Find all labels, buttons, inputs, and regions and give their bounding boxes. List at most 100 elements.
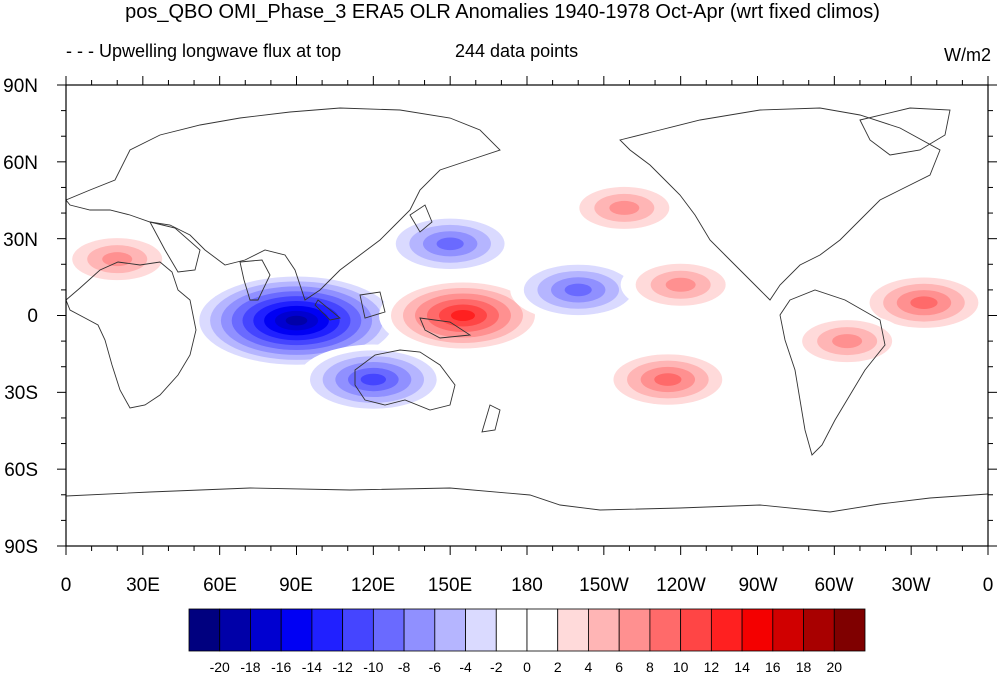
colorbar-level: 18 (796, 659, 812, 675)
lat-label: 90S (4, 537, 38, 558)
colorbar-swatch (649, 608, 682, 652)
anomaly-contour (360, 373, 387, 386)
colorbar-swatch (710, 608, 743, 652)
lon-label: 0 (983, 575, 994, 596)
coastline-north-america (619, 107, 941, 301)
lon-label: 90E (279, 575, 313, 596)
lon-label: 150W (579, 575, 629, 596)
anomaly-field (66, 179, 988, 415)
colorbar-swatch (250, 608, 282, 652)
lat-label: 90N (3, 76, 38, 97)
colorbar-swatch (280, 608, 313, 652)
anomaly-contour (654, 373, 682, 386)
coastline-new-zealand (481, 404, 501, 433)
lon-label: 90W (738, 575, 777, 596)
colorbar-level: -4 (459, 659, 472, 675)
colorbar-swatch (833, 608, 866, 652)
anomaly-contour (910, 296, 938, 309)
colorbar-level: 20 (826, 659, 842, 675)
colorbar-level: -12 (333, 659, 353, 675)
coastline-sumatra (314, 299, 342, 321)
coastline-antarctica (66, 487, 988, 513)
colorbar (188, 608, 866, 652)
colorbar-labels: -20 -18 -16 -14 -12 -10 -8 -6 -4 -2 0 2 4 6 8 10 12 14 16 1… (210, 659, 843, 675)
colorbar-level: 4 (585, 659, 593, 675)
lon-label: 30E (126, 575, 160, 596)
colorbar-swatch (803, 608, 835, 652)
colorbar-level: 10 (673, 659, 689, 675)
lon-label: 150E (428, 575, 472, 596)
coastline-new-guinea (419, 317, 472, 339)
colorbar-level: 6 (615, 659, 623, 675)
map-title: pos_QBO OMI_Phase_3 ERA5 OLR Anomalies 1… (125, 1, 880, 23)
coastlines (66, 107, 988, 513)
longitude-labels: 0 30E 60E 90E 120E 150E 180 150W 120W 90… (61, 575, 994, 596)
coastline-arabia (149, 221, 201, 273)
anomaly-contour (450, 310, 475, 321)
colorbar-swatch (403, 608, 436, 652)
colorbar-swatch (526, 608, 559, 652)
colorbar-swatch (311, 608, 344, 652)
coastline-eurasia (66, 107, 501, 301)
lon-label: 0 (61, 575, 72, 596)
colorbar-swatch (680, 608, 712, 652)
variable-description: - - - Upwelling longwave flux at top (66, 41, 342, 61)
lon-label: 180 (511, 575, 543, 596)
lon-label: 60W (814, 575, 853, 596)
colorbar-swatch (188, 608, 221, 652)
anomaly-contour (102, 252, 133, 267)
colorbar-swatch (741, 608, 774, 652)
lon-label: 120E (351, 575, 395, 596)
anomaly-contour (665, 277, 696, 292)
colorbar-swatch (557, 608, 589, 652)
colorbar-level: 8 (646, 659, 654, 675)
colorbar-swatch (495, 608, 528, 652)
colorbar-swatch (618, 608, 651, 652)
axis-ticks (57, 76, 997, 555)
colorbar-swatch (434, 608, 466, 652)
colorbar-level: 0 (523, 659, 531, 675)
lat-label: 30N (3, 230, 38, 251)
colorbar-level: 12 (704, 659, 720, 675)
colorbar-swatch (219, 608, 251, 652)
colorbar-level: -18 (240, 659, 260, 675)
colorbar-level: 2 (554, 659, 562, 675)
colorbar-level: -14 (302, 659, 322, 675)
lon-label: 30W (891, 575, 930, 596)
colorbar-swatch (465, 608, 497, 652)
latitude-labels: 90N 60N 30N 0 30S 60S 90S (3, 76, 38, 558)
data-point-count: 244 data points (455, 41, 579, 61)
coastline-africa (66, 261, 197, 409)
colorbar-level: -10 (363, 659, 383, 675)
colorbar-swatch (772, 608, 804, 652)
coastline-south-america (779, 289, 886, 456)
coastline-india (239, 259, 271, 301)
anomaly-contour (436, 237, 464, 251)
colorbar-level: -8 (398, 659, 411, 675)
coastline-greenland (859, 107, 951, 156)
units-label: W/m2 (944, 45, 991, 65)
anomaly-contour (564, 283, 592, 297)
colorbar-level: -20 (210, 659, 230, 675)
colorbar-swatch (588, 608, 620, 652)
coastline-japan (409, 204, 433, 233)
lat-label: 60S (4, 460, 38, 481)
colorbar-swatch (372, 608, 405, 652)
anomaly-contour (285, 315, 308, 326)
coastline-borneo (359, 291, 386, 319)
anomaly-contour (832, 334, 863, 349)
coastline-australia (354, 349, 456, 411)
colorbar-swatch (342, 608, 374, 652)
anomaly-contour (609, 200, 640, 215)
lat-label: 0 (27, 306, 38, 327)
lat-label: 30S (4, 383, 38, 404)
lon-label: 120W (656, 575, 706, 596)
lon-label: 60E (203, 575, 237, 596)
colorbar-level: -16 (271, 659, 291, 675)
colorbar-level: 14 (734, 659, 750, 675)
colorbar-level: -6 (429, 659, 442, 675)
colorbar-level: -2 (490, 659, 503, 675)
colorbar-level: 16 (765, 659, 781, 675)
lat-label: 60N (3, 153, 38, 174)
